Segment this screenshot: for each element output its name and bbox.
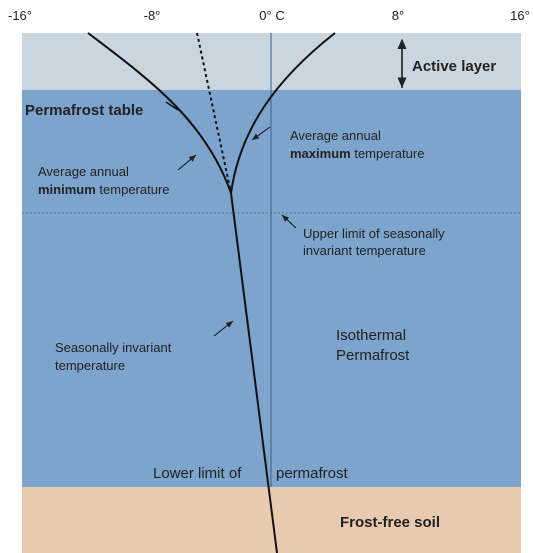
active-label: Active layer xyxy=(412,58,496,75)
axis-ticks: -16° -8° 0° C 8° 16° xyxy=(8,8,530,23)
upper-label: Upper limit of seasonally xyxy=(303,226,445,241)
tick: -16° xyxy=(8,8,32,23)
invariant-label: Seasonally invariant xyxy=(55,340,172,355)
table-pointer xyxy=(165,101,179,111)
lower-label: Lower limit of xyxy=(153,465,242,482)
upper-label: invariant temperature xyxy=(303,243,426,258)
max-label: maximum temperature xyxy=(290,146,424,161)
tick: 8° xyxy=(392,8,404,23)
isothermal-label: Permafrost xyxy=(336,347,410,364)
invariant-line xyxy=(230,192,278,553)
frost-free-label: Frost-free soil xyxy=(340,514,440,531)
max-bold: maximum xyxy=(290,146,351,161)
upper-arrow xyxy=(281,214,297,229)
min-label: minimum temperature xyxy=(38,182,170,197)
min-curve xyxy=(87,32,232,194)
tick: 16° xyxy=(510,8,530,23)
invariant-arrow xyxy=(213,320,234,337)
min-label: Average annual xyxy=(38,164,129,179)
min-rest: temperature xyxy=(99,182,169,197)
max-label: Average annual xyxy=(290,128,381,143)
lower-label: permafrost xyxy=(276,465,349,482)
invariant-label: temperature xyxy=(55,358,125,373)
min-bold: minimum xyxy=(38,182,96,197)
tick: -8° xyxy=(144,8,161,23)
max-curve xyxy=(230,32,336,194)
min-arrow xyxy=(177,154,197,171)
tick: 0° C xyxy=(259,8,284,23)
table-label: Permafrost table xyxy=(25,102,143,119)
max-rest: temperature xyxy=(354,146,424,161)
max-arrow xyxy=(251,126,271,141)
isothermal-label: Isothermal xyxy=(336,327,406,344)
frost-free-zone xyxy=(22,487,521,553)
